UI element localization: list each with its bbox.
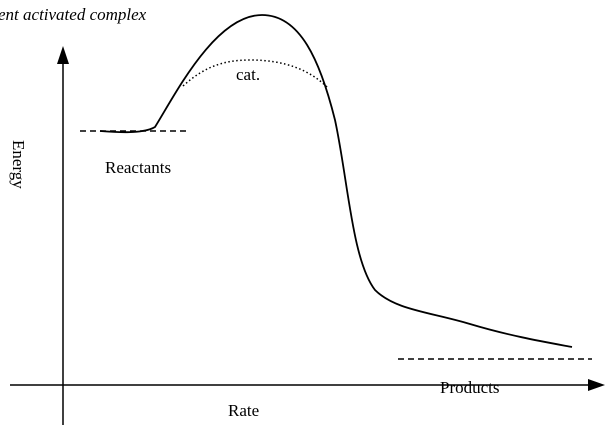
x-axis-label: Rate <box>228 401 259 420</box>
catalyst-label: cat. <box>236 65 260 84</box>
y-axis-label: Energy <box>9 140 28 189</box>
x-axis-arrow <box>588 379 605 391</box>
catalyst-curve <box>182 59 329 89</box>
y-axis-arrow <box>57 46 69 64</box>
reactants-label: Reactants <box>105 158 171 177</box>
products-label: Products <box>440 378 500 397</box>
reaction-curve <box>99 14 573 348</box>
title: ent activated complex <box>0 5 147 24</box>
